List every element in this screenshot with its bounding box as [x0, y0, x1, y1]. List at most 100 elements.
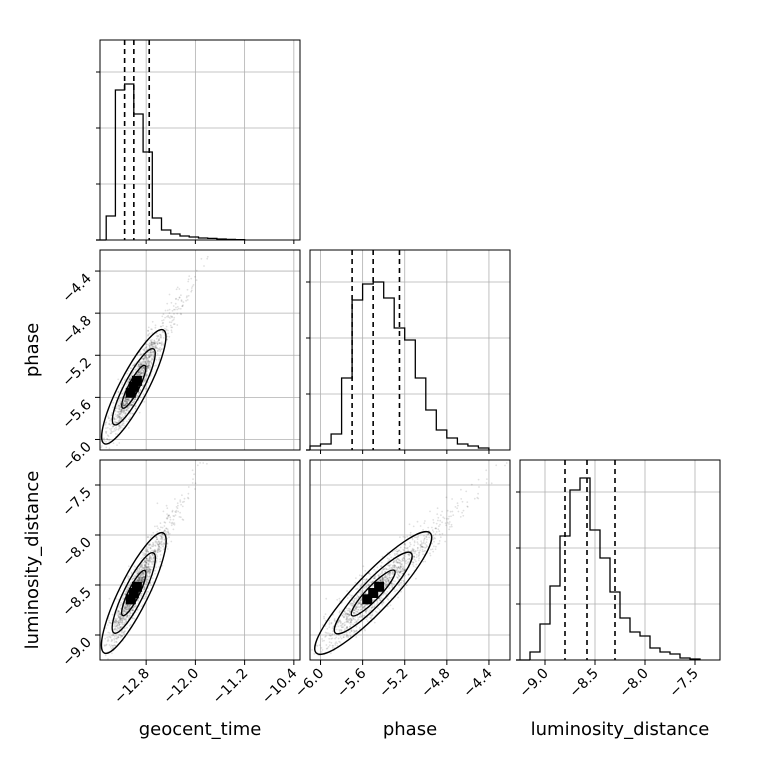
sample-point: [132, 609, 135, 612]
sample-point: [159, 553, 162, 556]
sample-point: [358, 574, 361, 577]
sample-point: [115, 428, 118, 431]
sample-point: [438, 533, 441, 536]
sample-point: [378, 608, 381, 611]
sample-point: [397, 573, 399, 576]
sample-point: [119, 419, 121, 422]
sample-point: [355, 636, 358, 638]
sample-point: [123, 610, 126, 613]
sample-point: [122, 405, 125, 407]
sample-point: [111, 644, 114, 647]
sample-point: [111, 652, 113, 655]
sample-point: [435, 531, 438, 533]
sample-point: [168, 312, 171, 314]
sample-point: [142, 358, 145, 360]
sample-point: [399, 565, 402, 568]
sample-point: [156, 502, 159, 505]
sample-point: [128, 379, 131, 381]
sample-point: [143, 349, 146, 352]
sample-point: [427, 526, 430, 529]
sample-point: [334, 637, 336, 640]
sample-point: [117, 404, 120, 407]
sample-point: [169, 518, 172, 521]
sample-point: [125, 400, 128, 403]
sample-point: [125, 397, 127, 400]
sample-point: [137, 577, 140, 580]
sample-point: [123, 409, 126, 412]
sample-point: [120, 622, 123, 624]
sample-point: [149, 354, 152, 357]
sample-point: [139, 372, 142, 375]
sample-point: [323, 617, 325, 620]
sample-point: [161, 322, 164, 325]
sample-point: [182, 519, 185, 521]
sample-point: [134, 405, 137, 408]
sample-point: [159, 333, 161, 336]
sample-point: [143, 360, 145, 363]
sample-point: [121, 383, 124, 386]
sample-point: [157, 335, 160, 337]
sample-point: [460, 498, 463, 500]
sample-point: [124, 397, 127, 400]
sample-point: [321, 640, 324, 642]
sample-point: [107, 439, 109, 441]
sample-point: [447, 517, 450, 520]
sample-point: [120, 417, 123, 419]
sample-point: [158, 337, 161, 340]
sample-point: [129, 367, 132, 370]
sample-point: [113, 418, 116, 421]
sample-point: [141, 361, 143, 363]
sample-point: [147, 359, 150, 361]
sample-point: [122, 404, 124, 407]
sample-point: [149, 536, 152, 539]
sample-point: [424, 549, 426, 552]
sample-point: [121, 422, 124, 425]
sample-point: [160, 344, 163, 347]
sample-point: [160, 540, 163, 543]
sample-point: [388, 567, 391, 570]
sample-point: [117, 407, 119, 410]
sample-point: [145, 565, 148, 568]
sample-point: [150, 353, 153, 356]
sample-point: [149, 568, 152, 571]
sample-point: [123, 411, 126, 413]
sample-point: [360, 585, 362, 587]
sample-point: [166, 518, 169, 520]
sample-point: [164, 316, 167, 319]
sample-point: [121, 635, 123, 638]
sample-point: [117, 612, 120, 615]
sample-point: [117, 404, 120, 407]
sample-point: [111, 431, 114, 433]
sample-point: [180, 313, 183, 316]
sample-point: [407, 558, 409, 561]
sample-point: [120, 417, 123, 419]
sample-point: [160, 536, 163, 539]
sample-point: [145, 353, 148, 356]
sample-point: [167, 314, 170, 317]
sample-point: [118, 425, 121, 427]
sample-point: [147, 353, 150, 356]
sample-point: [106, 438, 109, 440]
sample-point: [118, 413, 121, 416]
sample-point: [156, 538, 158, 541]
sample-point: [417, 543, 419, 545]
x-tick-label: −9.0: [516, 666, 551, 701]
sample-point: [174, 302, 177, 305]
sample-point: [161, 545, 164, 548]
sample-point: [136, 578, 139, 581]
sample-point: [343, 616, 345, 619]
sample-point: [416, 536, 419, 539]
sample-point: [440, 514, 442, 516]
sample-point: [118, 424, 120, 427]
sample-point: [126, 420, 128, 423]
sample-point: [162, 321, 165, 324]
sample-point: [151, 358, 153, 361]
sample-point: [170, 301, 173, 304]
sample-point: [439, 536, 442, 539]
sample-point: [155, 536, 158, 539]
sample-point: [152, 341, 155, 344]
sample-point: [436, 507, 439, 510]
sample-point: [127, 407, 129, 410]
sample-point: [131, 609, 133, 612]
histogram-geocent_time: [96, 40, 246, 241]
